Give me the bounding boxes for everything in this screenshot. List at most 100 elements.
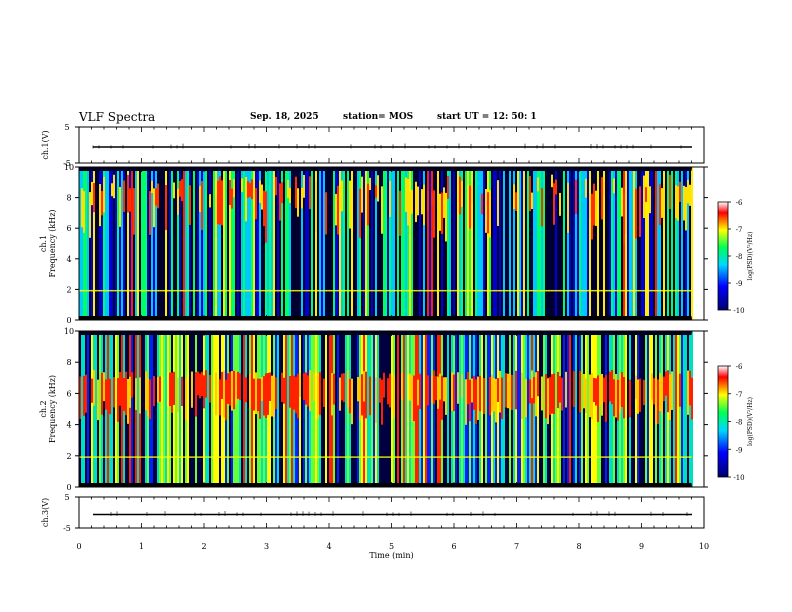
date-label: Sep. 18, 2025 — [250, 112, 319, 122]
spectrogram-band-cell — [615, 373, 617, 418]
spectrogram-band-cell — [315, 181, 317, 233]
spectrogram-band-cell — [303, 373, 305, 400]
spectrogram-band-cell — [367, 183, 369, 226]
spectrogram-band-cell — [157, 183, 159, 209]
spectrogram-band-cell — [377, 175, 379, 202]
spectrogram-column — [289, 331, 291, 487]
spectrogram-column — [687, 167, 689, 320]
y-tick-label: 2 — [66, 285, 71, 294]
spectrogram-column — [469, 167, 471, 320]
spectrogram-column — [415, 331, 417, 487]
spectrogram-column — [363, 167, 365, 320]
y-tick-label: 8 — [66, 358, 71, 367]
spectrogram-band-cell — [131, 372, 133, 398]
spectrogram-column — [587, 167, 589, 320]
spectrogram-band-cell — [255, 372, 257, 415]
chart-title: VLF Spectra — [79, 110, 156, 124]
spectrogram-column — [93, 167, 95, 320]
spectrogram-band-cell — [351, 378, 353, 425]
spectrogram-column — [153, 167, 155, 320]
x-tick-label: 3 — [264, 542, 269, 551]
spectrogram-column — [533, 331, 535, 487]
spectrogram-column — [471, 331, 473, 487]
spectrogram-column — [609, 167, 611, 320]
spectrogram-column — [225, 167, 227, 320]
spectrogram-band-cell — [357, 376, 359, 402]
spectrogram-band-cell — [635, 375, 637, 400]
spectrogram-column — [579, 167, 581, 320]
spectrogram-column — [681, 167, 683, 320]
colorbar-tick-label: -10 — [733, 474, 744, 482]
spectrogram-column — [567, 331, 569, 487]
spectrogram-column — [393, 167, 395, 320]
spectrogram-band-cell — [471, 182, 473, 204]
spectrogram-column — [89, 167, 91, 320]
spectrogram-band-cell — [233, 179, 235, 198]
spectrogram-band-cell — [439, 193, 441, 231]
spectrogram-column — [463, 167, 465, 320]
spectrogram-band-cell — [225, 379, 227, 421]
spectrogram-column — [487, 331, 489, 487]
spectrogram-column — [199, 331, 201, 487]
spectrogram-column — [357, 167, 359, 320]
spectrogram-column — [541, 167, 543, 320]
spectrogram-column — [631, 331, 633, 487]
spectrogram-band-cell — [99, 184, 101, 227]
spectrogram-band-cell — [341, 180, 343, 212]
spectrogram-column — [353, 331, 355, 487]
spectrogram-column — [401, 331, 403, 487]
spectrogram-column — [371, 331, 373, 487]
spectrogram-band-cell — [651, 373, 653, 400]
spectrogram-column — [121, 331, 123, 487]
spectrogram-column — [81, 167, 83, 320]
spectrogram-column — [97, 167, 99, 320]
spectrogram-column — [263, 167, 265, 320]
spectrogram-column — [501, 167, 503, 320]
spectrogram-column — [479, 167, 481, 320]
start-time-label: start UT = 12: 50: 1 — [437, 112, 537, 122]
spectrogram-column — [323, 167, 325, 320]
spectrogram-band-cell — [203, 375, 205, 409]
spectrogram-band-cell — [241, 178, 243, 193]
spectrogram-column — [151, 167, 153, 320]
spectrogram-column — [409, 167, 411, 320]
spectrogram-band-cell — [585, 378, 587, 413]
spectrogram-column — [129, 167, 131, 320]
spectrogram-band-cell — [575, 179, 577, 215]
spectrogram-band-cell — [541, 376, 543, 411]
spectrogram-column — [455, 167, 457, 320]
spectrogram-band-cell — [283, 377, 285, 404]
colorbar — [717, 201, 729, 311]
spectrogram-band-cell — [603, 182, 605, 196]
spectrogram-band-cell — [475, 379, 477, 425]
spectrogram-column — [325, 331, 327, 487]
spectrogram-column — [517, 331, 519, 487]
spectrogram-band-cell — [159, 376, 161, 402]
spectrogram-column — [387, 331, 389, 487]
spectrogram-band-cell — [151, 180, 153, 194]
spectrogram-band-cell — [249, 183, 251, 197]
spectrogram-band-cell — [145, 371, 147, 411]
spectrogram-column — [407, 167, 409, 320]
spectrogram-band-cell — [201, 371, 203, 397]
colorbar-tick-label: -10 — [733, 307, 744, 315]
spectrogram-column — [203, 331, 205, 487]
spectrogram-column — [545, 167, 547, 320]
spectrogram-band-cell — [281, 182, 283, 204]
spectrogram-band-cell — [659, 184, 661, 226]
spectrogram-band-cell — [595, 378, 597, 406]
spectrogram-band-cell — [223, 370, 225, 418]
spectrogram-band-cell — [205, 370, 207, 398]
spectrogram-column — [657, 167, 659, 320]
spectrogram-column — [563, 167, 565, 320]
spectrogram-band-cell — [209, 194, 211, 208]
spectrogram-column — [431, 167, 433, 320]
spectrogram-column — [379, 167, 381, 320]
spectrogram-band-cell — [379, 377, 381, 403]
spectrogram-column — [557, 167, 559, 320]
spectrogram-band-cell — [439, 373, 441, 400]
spectrogram-band-cell — [461, 181, 463, 207]
spectrogram-column — [429, 331, 431, 487]
spectrogram-column — [505, 167, 507, 320]
spectrogram-band-cell — [621, 372, 623, 408]
